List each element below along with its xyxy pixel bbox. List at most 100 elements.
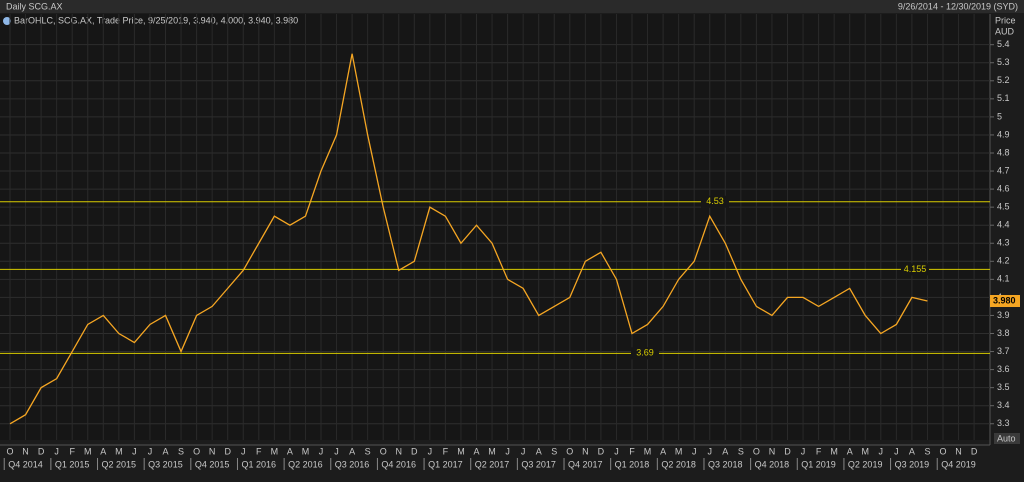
x-tick-label: S [738,446,744,456]
quarter-label: Q3 2017 [521,459,556,469]
quarter-label: Q2 2018 [661,459,696,469]
x-tick-label: N [396,446,403,456]
quarter-label: Q1 2017 [428,459,463,469]
y-tick-label: 3.7 [997,346,1010,356]
x-tick-label: A [349,446,355,456]
x-tick-label: N [22,446,29,456]
x-tick-label: F [256,446,262,456]
y-tick-label: 4.9 [997,129,1010,139]
x-tick-label: S [178,446,184,456]
x-tick-label: F [816,446,822,456]
x-tick-label: J [614,446,619,456]
y-tick-label: 5.2 [997,75,1010,85]
quarter-label: Q4 2014 [8,459,43,469]
x-tick-label: J [505,446,510,456]
x-tick-label: J [692,446,697,456]
x-tick-label: A [162,446,168,456]
x-tick-label: J [334,446,339,456]
x-tick-label: J [521,446,526,456]
x-tick-label: J [801,446,806,456]
x-tick-label: O [380,446,387,456]
x-tick-label: M [457,446,465,456]
y-tick-label: 3.3 [997,418,1010,428]
x-tick-label: A [909,446,915,456]
chart-title: Daily SCG.AX [6,1,63,11]
level-label-bg [901,263,929,276]
scale-mode[interactable]: Auto [997,433,1016,443]
x-tick-label: O [193,446,200,456]
axis-unit: AUD [995,26,1015,36]
x-tick-label: O [939,446,946,456]
x-tick-label: D [411,446,418,456]
y-tick-label: 4.7 [997,165,1010,175]
quarter-label: Q3 2016 [335,459,370,469]
x-tick-label: J [428,446,433,456]
y-tick-label: 3.8 [997,328,1010,338]
x-tick-label: N [955,446,962,456]
scale-button[interactable] [994,433,1020,444]
last-price-box [990,295,1020,308]
quarter-label: Q2 2017 [475,459,510,469]
x-tick-label: A [847,446,853,456]
y-tick-label: 4.8 [997,147,1010,157]
quarter-label: Q4 2015 [195,459,230,469]
x-tick-label: J [132,446,137,456]
x-tick-label: J [319,446,324,456]
quarter-label: Q4 2019 [941,459,976,469]
x-tick-label: D [38,446,45,456]
last-price-label: 3.980 [993,295,1016,305]
x-tick-label: D [971,446,978,456]
x-tick-label: O [753,446,760,456]
y-tick-label: 3.6 [997,364,1010,374]
x-tick-label: S [365,446,371,456]
quarter-label: Q3 2015 [148,459,183,469]
quarter-label: Q2 2016 [288,459,323,469]
quarter-label: Q1 2019 [801,459,836,469]
quarter-label: Q1 2018 [615,459,650,469]
y-tick-label: 5.3 [997,57,1010,67]
x-tick-label: N [209,446,216,456]
x-tick-label: D [224,446,231,456]
x-tick-label: F [69,446,75,456]
y-tick-label: 3.5 [997,382,1010,392]
x-tick-label: N [582,446,589,456]
y-tick-label: 3.4 [997,400,1010,410]
x-tick-label: M [115,446,123,456]
y-tick-label: 3.9 [997,310,1010,320]
level-label-bg [631,347,659,360]
y-tick-label: 4.4 [997,220,1010,230]
x-tick-label: A [100,446,106,456]
y-tick-label: 4.1 [997,274,1010,284]
x-tick-label: S [924,446,930,456]
legend-icon[interactable] [3,17,11,25]
level-label-bg [701,195,729,208]
quarter-label: Q3 2018 [708,459,743,469]
y-tick-label: 4.6 [997,183,1010,193]
x-tick-label: M [675,446,683,456]
legend: BarOHLC, SCG.AX, Trade Price, 9/25/2019,… [14,15,298,25]
x-tick-label: N [769,446,776,456]
price-line [9,53,928,425]
x-tick-label: S [551,446,557,456]
x-tick-label: A [660,446,666,456]
level-label: 4.53 [706,196,724,206]
x-tick-label: J [148,446,153,456]
x-tick-label: M [271,446,279,456]
x-tick-label: D [784,446,791,456]
level-label: 4.155 [904,264,927,274]
x-tick-label: M [830,446,838,456]
quarter-label: Q2 2019 [848,459,883,469]
quarter-label: Q4 2016 [381,459,416,469]
level-label: 3.69 [636,348,654,358]
x-tick-label: A [473,446,479,456]
x-tick-label: M [488,446,496,456]
header-bar [0,0,1024,13]
y-tick-label: 4.2 [997,256,1010,266]
y-tick-label: 5.1 [997,93,1010,103]
x-tick-label: F [629,446,635,456]
y-tick-label: 5 [997,111,1002,121]
y-tick-label: 4.3 [997,238,1010,248]
date-range: 9/26/2014 - 12/30/2019 (SYD) [898,1,1018,11]
y-tick-label: 4.5 [997,202,1010,212]
